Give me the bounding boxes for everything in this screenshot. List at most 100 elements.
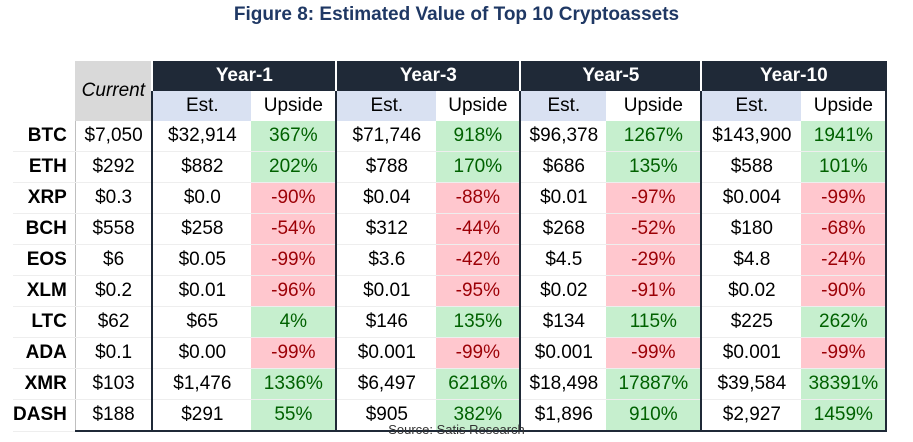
upside-subheader: Upside (251, 91, 337, 121)
current-price-cell: $0.3 (74, 182, 153, 214)
estimate-cell: $180 (700, 213, 802, 245)
table-row: DASH $188 $291 55% $905 382% $1,896 910% $2,927 1… (13, 399, 888, 432)
upside-cell: 135% (436, 306, 521, 338)
estimate-cell: $143,900 (700, 121, 802, 152)
upside-cell: -52% (606, 213, 702, 245)
upside-cell: -68% (801, 213, 888, 245)
upside-cell: -42% (436, 244, 521, 276)
estimate-cell: $6,497 (335, 368, 437, 400)
upside-cell: 1941% (801, 121, 888, 152)
upside-cell: 1336% (251, 368, 337, 400)
table-body: BTC $7,050 $32,914 367% $71,746 918% $96,378 12… (13, 121, 888, 432)
estimate-cell: $1,896 (519, 399, 607, 432)
estimate-cell: $0.04 (335, 182, 437, 214)
subheader-row: Est. Upside Est. Upside Est. Upside Est.… (13, 91, 888, 121)
estimate-cell: $0.00 (151, 337, 252, 369)
current-price-cell: $6 (74, 244, 153, 276)
table-row: EOS $6 $0.05 -99% $3.6 -42% $4.5 -29% $4.8 -24% (13, 244, 888, 276)
estimate-cell: $0.02 (700, 275, 802, 307)
table-row: XRP $0.3 $0.0 -90% $0.04 -88% $0.01 -97% $0.004-… (13, 182, 888, 214)
estimate-cell: $0.01 (335, 275, 437, 307)
estimate-cell: $2,927 (700, 399, 802, 432)
period-header: Year-10 (700, 61, 888, 91)
est-subheader: Est. (151, 91, 252, 121)
upside-cell: 17887% (606, 368, 702, 400)
chart-title: Figure 8: Estimated Value of Top 10 Cryp… (233, 4, 680, 25)
upside-cell: 170% (436, 151, 521, 183)
table-row: XMR $103 $1,476 1336% $6,497 6218% $18,498 1788… (13, 368, 888, 400)
upside-cell: -90% (801, 275, 888, 307)
corner-cell (13, 91, 76, 121)
upside-cell: -29% (606, 244, 702, 276)
estimate-cell: $905 (335, 399, 437, 432)
estimate-cell: $0.02 (519, 275, 607, 307)
symbol-cell: DASH (13, 399, 76, 432)
estimate-cell: $18,498 (519, 368, 607, 400)
upside-cell: -96% (251, 275, 337, 307)
estimate-cell: $312 (335, 213, 437, 245)
estimate-cell: $882 (151, 151, 252, 183)
symbol-cell: ADA (13, 337, 76, 369)
estimate-cell: $0.001 (700, 337, 802, 369)
current-price-cell: $292 (74, 151, 153, 183)
estimate-cell: $39,584 (700, 368, 802, 400)
estimate-cell: $0.01 (519, 182, 607, 214)
est-subheader: Est. (519, 91, 607, 121)
symbol-cell: BCH (13, 213, 76, 245)
table-row: BTC $7,050 $32,914 367% $71,746 918% $96,378 12… (13, 121, 888, 152)
estimate-cell: $96,378 (519, 121, 607, 152)
upside-cell: -54% (251, 213, 337, 245)
estimate-cell: $65 (151, 306, 252, 338)
current-price-cell: $558 (74, 213, 153, 245)
estimate-cell: $788 (335, 151, 437, 183)
upside-cell: 38391% (801, 368, 888, 400)
upside-cell: -44% (436, 213, 521, 245)
period-header: Year-1 (151, 61, 337, 91)
current-price-cell: $103 (74, 368, 153, 400)
upside-cell: 1459% (801, 399, 888, 432)
upside-cell: 910% (606, 399, 702, 432)
estimate-cell: $0.0 (151, 182, 252, 214)
estimate-cell: $32,914 (151, 121, 252, 152)
upside-subheader: Upside (801, 91, 888, 121)
estimate-cell: $686 (519, 151, 607, 183)
upside-subheader: Upside (436, 91, 521, 121)
estimate-cell: $0.05 (151, 244, 252, 276)
current-header: Current (75, 61, 153, 121)
upside-cell: -99% (436, 337, 521, 369)
upside-cell: -99% (801, 337, 888, 369)
estimate-cell: $0.001 (519, 337, 607, 369)
symbol-cell: XLM (13, 275, 76, 307)
symbol-cell: XMR (13, 368, 76, 400)
upside-cell: -99% (801, 182, 888, 214)
symbol-cell: ETH (13, 151, 76, 183)
upside-cell: -90% (251, 182, 337, 214)
estimate-cell: $258 (151, 213, 252, 245)
upside-cell: -91% (606, 275, 702, 307)
est-subheader: Est. (335, 91, 437, 121)
symbol-cell: LTC (13, 306, 76, 338)
upside-subheader: Upside (606, 91, 702, 121)
estimate-cell: $268 (519, 213, 607, 245)
upside-cell: -97% (606, 182, 702, 214)
upside-cell: 115% (606, 306, 702, 338)
estimate-cell: $4.8 (700, 244, 802, 276)
upside-cell: -24% (801, 244, 888, 276)
estimate-cell: $225 (700, 306, 802, 338)
table-row: LTC $62 $65 4% $146 135% $134 115% $225 262% (13, 306, 888, 338)
period-header-row: Current Year-1 Year-3 Year-5 Year-10 (13, 61, 888, 121)
symbol-cell: EOS (13, 244, 76, 276)
upside-cell: 101% (801, 151, 888, 183)
period-header: Year-3 (335, 61, 521, 91)
table-row: XLM $0.2 $0.01 -96% $0.01 -95% $0.02 -91% $0.02-… (13, 275, 888, 307)
current-price-cell: $0.1 (74, 337, 153, 369)
upside-cell: -88% (436, 182, 521, 214)
estimate-cell: $71,746 (335, 121, 437, 152)
table-row: ETH $292 $882 202% $788 170% $686 135% $588 101% (13, 151, 888, 183)
upside-cell: 6218% (436, 368, 521, 400)
estimate-cell: $588 (700, 151, 802, 183)
estimate-cell: $3.6 (335, 244, 437, 276)
estimate-cell: $0.001 (335, 337, 437, 369)
upside-cell: 135% (606, 151, 702, 183)
symbol-cell: XRP (13, 182, 76, 214)
